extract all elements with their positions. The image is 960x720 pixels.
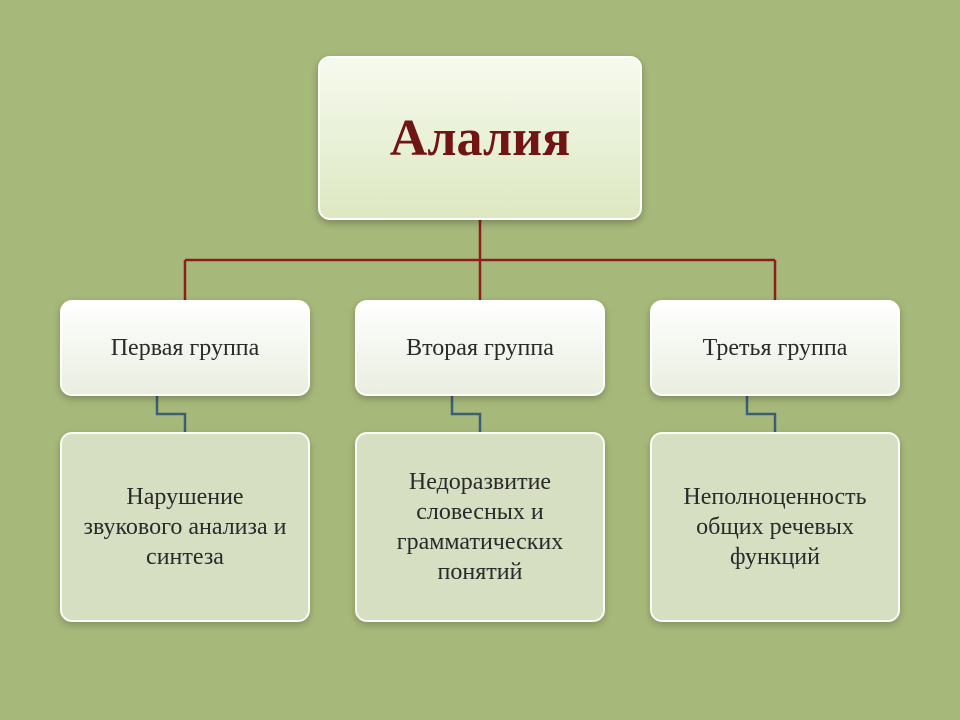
mid-label: Третья группа	[703, 333, 848, 363]
leaf-label: Нарушение звукового анализа и синтеза	[76, 482, 294, 572]
leaf-label: Неполноценность общих речевых функций	[666, 482, 884, 572]
leaf-label: Недоразвитие словесных и грамматических …	[371, 467, 589, 587]
root-node: Алалия	[318, 56, 642, 220]
mid-label: Первая группа	[111, 333, 260, 363]
leaf-node-1: Нарушение звукового анализа и синтеза	[60, 432, 310, 622]
mid-node-3: Третья группа	[650, 300, 900, 396]
leaf-node-2: Недоразвитие словесных и грамматических …	[355, 432, 605, 622]
diagram-stage: Алалия Первая группа Вторая группа Треть…	[0, 0, 960, 720]
leaf-node-3: Неполноценность общих речевых функций	[650, 432, 900, 622]
mid-node-1: Первая группа	[60, 300, 310, 396]
mid-label: Вторая группа	[406, 333, 554, 363]
mid-node-2: Вторая группа	[355, 300, 605, 396]
root-label: Алалия	[390, 106, 570, 171]
